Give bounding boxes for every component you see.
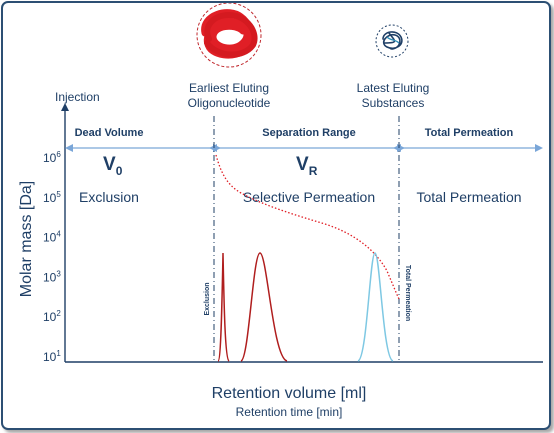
- mode-total-permeation: Total Permeation: [416, 189, 521, 205]
- y-axis-label: Molar mass [Da]: [18, 181, 35, 297]
- latest-label-line1: Latest Eluting: [357, 81, 430, 95]
- mode-selective-permeation: Selective Permeation: [243, 189, 375, 205]
- vertical-label-total-permeation: Total Permeation: [404, 265, 411, 321]
- range-arrow: [65, 144, 543, 152]
- y-tick-labels: 106 105 104 103 102 101: [43, 150, 61, 364]
- x-axis-label: Retention volume [ml]: [212, 385, 367, 402]
- region-separation-range: Separation Range: [262, 127, 356, 139]
- y-tick-label: 104: [43, 230, 61, 245]
- exclusion-peak: [217, 252, 230, 362]
- earliest-label-line2: Oligonucleotide: [188, 96, 271, 110]
- earliest-label-line1: Earliest Eluting: [189, 81, 269, 95]
- small-molecule-peak: [357, 252, 394, 362]
- region-total-permeation: Total Permeation: [425, 127, 514, 139]
- y-tick-label: 102: [43, 309, 61, 324]
- y-tick-label: 103: [43, 269, 61, 284]
- region-dead-volume: Dead Volume: [75, 127, 144, 139]
- calibration-curve: [215, 154, 400, 300]
- y-tick-label: 105: [43, 190, 61, 205]
- small-molecule-knot-icon: [375, 24, 409, 58]
- y-axis-arrowhead: [61, 103, 69, 111]
- y-tick-label: 106: [43, 150, 61, 165]
- vertical-label-exclusion: Exclusion: [204, 282, 211, 315]
- oligonucleotide-peak: [240, 252, 288, 362]
- oligonucleotide-coil-icon: [196, 3, 262, 68]
- latest-label-line2: Substances: [362, 96, 425, 110]
- symbol-v0: V0: [103, 154, 123, 178]
- injection-label: Injection: [55, 90, 100, 104]
- x-axis-sublabel: Retention time [min]: [236, 405, 343, 419]
- mode-exclusion: Exclusion: [79, 189, 139, 205]
- symbol-vr: VR: [296, 154, 318, 178]
- sec-diagram: Earliest Eluting Oligonucleotide Latest …: [18, 3, 543, 419]
- y-tick-label: 101: [43, 349, 61, 364]
